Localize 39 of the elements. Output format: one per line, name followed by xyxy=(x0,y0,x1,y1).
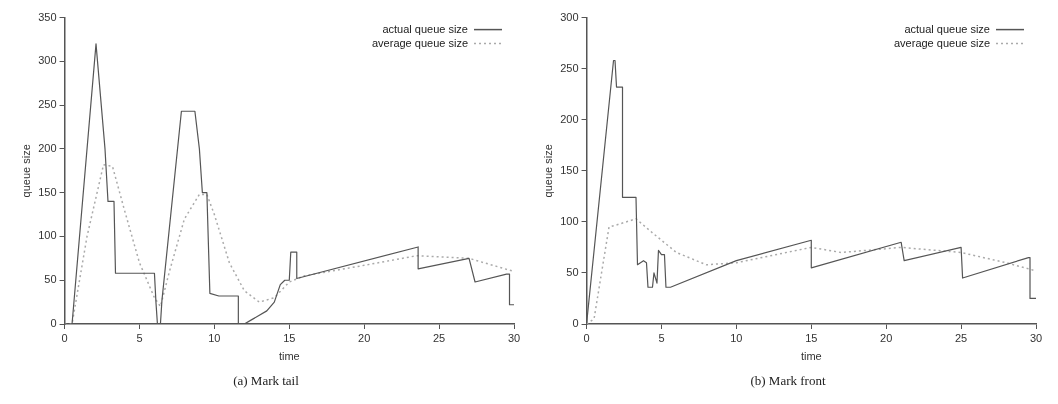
y-axis-title: queue size xyxy=(541,144,554,198)
x-tick-label: 15 xyxy=(805,331,818,344)
x-axis-title: time xyxy=(800,349,822,362)
text: (b) Mark front xyxy=(750,372,826,388)
y-tick-label: 200 xyxy=(38,141,57,154)
y-tick-label: 200 xyxy=(560,112,579,125)
y-tick-label: 0 xyxy=(50,317,57,330)
x-tick-label: 0 xyxy=(61,331,68,344)
x-tick-label: 10 xyxy=(730,331,743,344)
y-tick-label: 100 xyxy=(560,214,579,227)
y-axis-title: queue size xyxy=(19,144,32,198)
y-tick-label: 300 xyxy=(38,54,57,67)
x-tick-label: 25 xyxy=(954,331,968,344)
y-tick-label: 0 xyxy=(572,317,579,330)
legend-label: actual queue size xyxy=(382,22,468,35)
text: (a) Mark tail xyxy=(233,372,300,388)
y-tick-label: 300 xyxy=(560,10,579,23)
y-tick-label: 50 xyxy=(44,273,57,286)
y-tick-label: 100 xyxy=(38,229,57,242)
x-tick-label: 0 xyxy=(583,331,590,344)
legend-label: average queue size xyxy=(893,36,990,49)
x-tick-label: 25 xyxy=(432,331,446,344)
y-tick-label: 350 xyxy=(38,10,57,23)
y-tick-label: 50 xyxy=(566,265,579,278)
x-tick-label: 30 xyxy=(1029,331,1043,344)
y-tick-label: 250 xyxy=(38,98,57,111)
x-tick-label: 5 xyxy=(136,331,143,344)
legend-label: average queue size xyxy=(371,36,468,49)
x-tick-label: 30 xyxy=(507,331,521,344)
y-tick-label: 150 xyxy=(38,185,57,198)
x-tick-label: 20 xyxy=(880,331,893,344)
x-tick-label: 20 xyxy=(358,331,371,344)
x-tick-label: 10 xyxy=(208,331,221,344)
x-tick-label: 15 xyxy=(283,331,296,344)
y-tick-label: 250 xyxy=(560,61,579,74)
x-tick-label: 5 xyxy=(658,331,665,344)
y-tick-label: 150 xyxy=(560,163,579,176)
x-axis-title: time xyxy=(278,349,300,362)
legend-label: actual queue size xyxy=(904,22,990,35)
